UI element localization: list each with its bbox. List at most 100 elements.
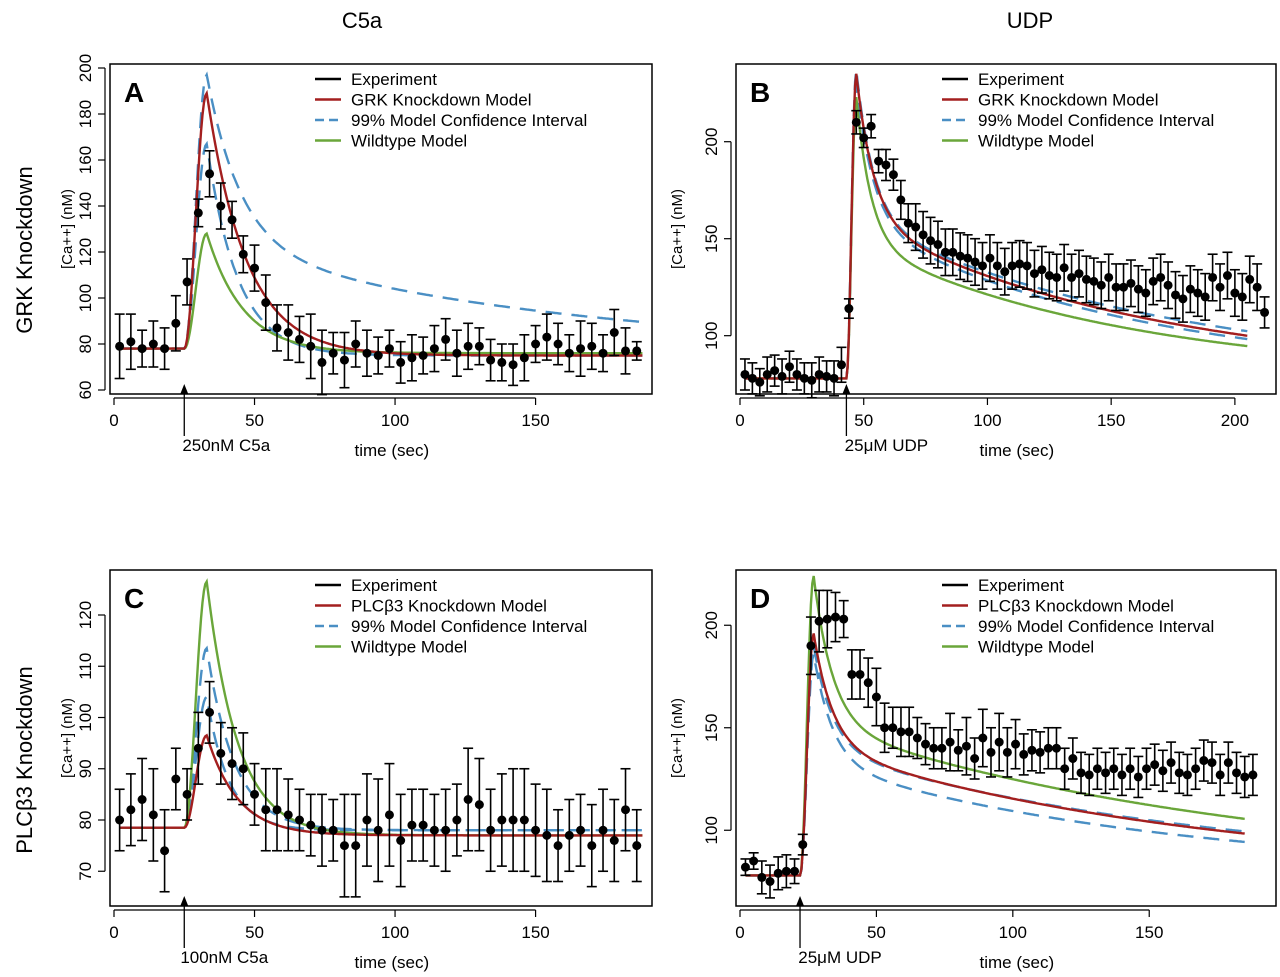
data-point <box>839 614 849 624</box>
data-point <box>542 830 552 840</box>
y-tick-label: 80 <box>76 335 95 354</box>
row-title-grk: GRK Knockdown <box>12 166 37 334</box>
experiment-point <box>1207 253 1218 302</box>
experiment-point <box>829 360 840 397</box>
y-tick-label: 140 <box>76 192 95 220</box>
data-point <box>1240 772 1250 782</box>
data-point <box>407 820 417 830</box>
data-point <box>463 795 473 804</box>
experiment-point <box>1170 270 1181 320</box>
experiment-point <box>784 350 795 384</box>
data-point <box>1200 292 1210 302</box>
experiment-point <box>821 360 832 393</box>
experiment-point <box>350 320 361 368</box>
data-point <box>1199 756 1209 766</box>
experiment-point <box>947 228 958 277</box>
experiment-point <box>858 127 869 149</box>
experiment-point <box>575 320 586 378</box>
experiment-point <box>1036 245 1047 294</box>
data-point <box>609 328 619 337</box>
experiment-point <box>740 858 751 877</box>
x-tick-label: 0 <box>109 923 118 942</box>
data-point <box>874 156 884 166</box>
x-tick-label: 200 <box>1221 411 1249 430</box>
data-point <box>1185 284 1195 294</box>
data-point <box>632 346 642 356</box>
data-point <box>1156 272 1166 282</box>
data-point <box>317 825 327 835</box>
y-tick-label: 100 <box>702 321 721 349</box>
experiment-point <box>1157 749 1168 793</box>
x-axis-label: time (sec) <box>355 441 430 460</box>
experiment-point <box>620 327 631 375</box>
experiment-point <box>747 362 758 395</box>
experiment-point <box>159 327 170 371</box>
data-point <box>294 334 304 344</box>
experiment-point <box>159 808 170 893</box>
experiment-point <box>373 778 384 883</box>
experiment-point <box>920 722 931 766</box>
data-point <box>452 348 462 358</box>
experiment-point <box>418 788 429 862</box>
data-point <box>937 743 947 753</box>
panel-B: B 0 50 100 150 200 time (sec) 100 150 200 [Ca++] (… <box>669 63 1277 460</box>
data-point <box>1245 274 1255 284</box>
data-point <box>351 841 361 851</box>
data-point <box>978 733 988 743</box>
experiment-point <box>1222 251 1233 300</box>
data-point <box>227 215 237 225</box>
data-point <box>238 249 248 259</box>
experiment-point <box>912 716 923 760</box>
panel-letter: D <box>750 583 770 614</box>
legend-label-ci: 99% Model Confidence Interval <box>351 111 587 130</box>
experiment-point <box>361 329 372 378</box>
stimulus-arrowhead <box>796 896 805 906</box>
x-tick-label: 50 <box>245 411 264 430</box>
experiment-point <box>519 767 530 873</box>
x-tick-label: 150 <box>1135 923 1163 942</box>
data-point <box>1125 764 1135 774</box>
data-point <box>1044 271 1054 281</box>
legend-label-experiment: Experiment <box>351 70 437 89</box>
experiment-point <box>910 202 921 252</box>
data-point <box>994 737 1004 747</box>
data-point <box>542 332 552 342</box>
experiment-point <box>1215 263 1226 312</box>
experiment-point <box>586 803 597 888</box>
experiment-point <box>631 340 642 361</box>
experiment-point <box>328 798 339 862</box>
data-point <box>1260 307 1270 317</box>
data-point <box>216 201 226 211</box>
experiment-point <box>1177 274 1188 323</box>
experiment-point <box>609 308 620 357</box>
data-point <box>1158 766 1168 776</box>
knockdown-model-line <box>745 633 1245 877</box>
data-point <box>283 328 293 337</box>
x-tick-label: 50 <box>245 923 264 942</box>
data-point <box>1148 276 1158 286</box>
plot-frame <box>735 63 1277 395</box>
experiment-point <box>1140 268 1151 318</box>
data-point <box>384 344 394 354</box>
experiment-point <box>474 757 485 852</box>
experiment-point <box>765 864 776 899</box>
data-point <box>553 841 563 851</box>
experiment-point <box>1259 296 1270 329</box>
data-point <box>1081 274 1091 284</box>
experiment-point <box>463 747 474 852</box>
data-point <box>770 366 780 376</box>
data-point <box>216 748 226 758</box>
experiment-point <box>1076 751 1087 795</box>
data-point <box>373 825 383 835</box>
x-axis-label: time (sec) <box>979 441 1054 460</box>
experiment-point <box>238 732 249 806</box>
experiment-point <box>1002 726 1013 778</box>
data-point <box>929 743 939 753</box>
data-point <box>497 815 507 825</box>
data-point <box>747 373 757 383</box>
y-tick-label: 100 <box>76 703 95 731</box>
experiment-point <box>148 320 159 368</box>
experiment-point <box>249 244 260 292</box>
experiment-point <box>170 747 181 811</box>
legend-label-knockdown: GRK Knockdown Model <box>351 91 531 110</box>
